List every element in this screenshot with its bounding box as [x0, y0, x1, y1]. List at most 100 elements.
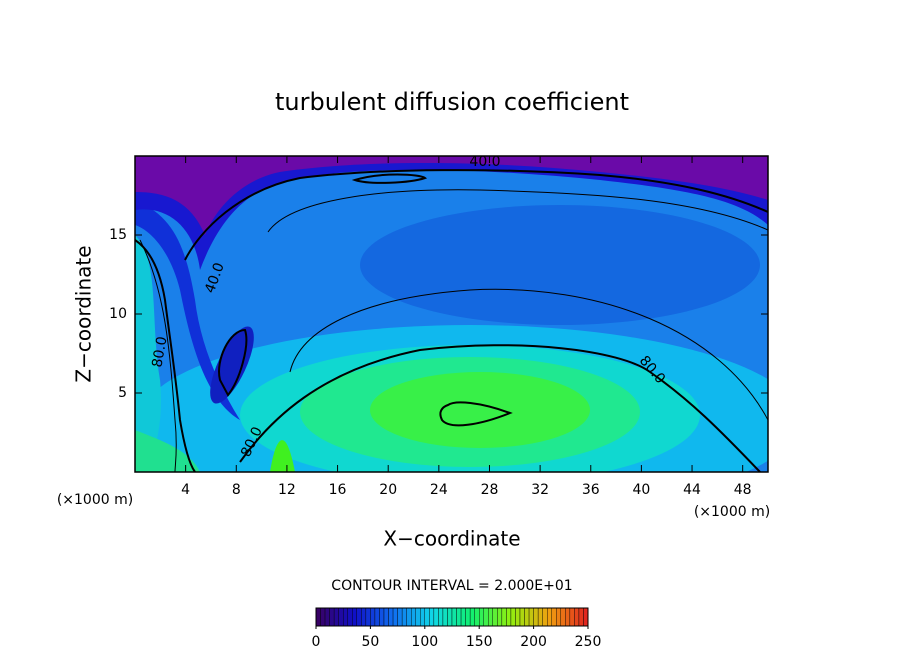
- contour-line: [218, 328, 248, 397]
- colorbar-swatch: [515, 607, 521, 627]
- x-tick-label: 12: [278, 482, 296, 498]
- colorbar-swatch: [401, 607, 407, 627]
- y-tick-label: 15: [109, 227, 127, 243]
- colorbar-swatch: [347, 607, 353, 627]
- colorbar-swatch: [447, 607, 453, 627]
- contour-line: [439, 401, 513, 427]
- contour-line: [351, 173, 428, 184]
- x-tick-label: 16: [329, 482, 347, 498]
- colorbar-swatch: [320, 607, 326, 627]
- contour-line: [267, 189, 768, 233]
- colorbar-tick-label: 200: [520, 634, 547, 650]
- colorbar-swatch: [361, 607, 367, 627]
- x-tick-label: 36: [582, 482, 600, 498]
- colorbar-swatch: [492, 607, 498, 627]
- colorbar-swatch: [352, 607, 357, 627]
- x-unit-label: (×1000 m): [694, 504, 770, 520]
- x-axis-label: X−coordinate: [383, 527, 520, 551]
- colorbar-swatch: [333, 607, 339, 627]
- colorbar-swatch: [429, 607, 435, 627]
- colorbar-swatch: [324, 607, 330, 627]
- chart-title: turbulent diffusion coefficient: [275, 88, 629, 116]
- colorbar-swatch: [528, 607, 534, 627]
- contour-label: 40.0: [469, 154, 500, 170]
- x-unit-label: (×1000 m): [57, 492, 133, 508]
- x-tick-label: 4: [181, 482, 190, 498]
- colorbar-swatch: [465, 607, 471, 627]
- colorbar-swatch: [356, 607, 362, 627]
- colorbar-swatch: [451, 607, 457, 627]
- colorbar-swatch: [542, 607, 548, 627]
- colorbar-swatch: [551, 607, 557, 627]
- colorbar-swatch: [343, 607, 348, 627]
- colorbar-tick-label: 250: [575, 634, 602, 650]
- colorbar-swatch: [424, 607, 430, 627]
- colorbar-swatch: [415, 607, 421, 627]
- colorbar-swatch: [370, 607, 376, 627]
- colorbar-swatch: [506, 607, 512, 627]
- colorbar-swatch: [547, 607, 552, 627]
- y-axis-label: Z−coordinate: [72, 245, 96, 382]
- colorbar-swatch: [533, 607, 539, 627]
- colorbar-swatch: [565, 607, 571, 627]
- colorbar-swatch: [560, 607, 566, 627]
- colorbar-swatch: [456, 607, 462, 627]
- colorbar-tick-label: 100: [411, 634, 438, 650]
- colorbar-swatch: [379, 607, 385, 627]
- colorbar-tick-label: 50: [361, 634, 379, 650]
- colorbar-swatch: [438, 607, 444, 627]
- colorbar-swatch: [569, 607, 575, 627]
- colorbar-swatch: [329, 607, 335, 627]
- colorbar-swatch: [524, 607, 530, 627]
- colorbar-swatch: [574, 607, 580, 627]
- field-region: [135, 156, 768, 235]
- field-region: [270, 440, 295, 472]
- field-region: [360, 205, 760, 325]
- colorbar-swatch: [374, 607, 380, 627]
- x-tick-label: 32: [531, 482, 549, 498]
- contour-line: [135, 239, 196, 472]
- colorbar-swatch: [433, 607, 439, 627]
- colorbar-swatch: [537, 607, 543, 627]
- colorbar-swatch: [365, 607, 371, 627]
- colorbar-swatch: [510, 607, 516, 627]
- colorbar-swatch: [488, 607, 493, 627]
- contour-label: 80.0: [149, 335, 170, 368]
- colorbar-swatch: [397, 607, 403, 627]
- x-tick-label: 20: [379, 482, 397, 498]
- x-tick-label: 8: [232, 482, 241, 498]
- contour-field: 40.0 40.0 80.0 80.0 80.0: [135, 154, 768, 472]
- contour-line: [139, 239, 177, 472]
- colorbar-swatch: [315, 607, 321, 627]
- colorbar-swatch: [420, 607, 425, 627]
- colorbar-swatch: [338, 607, 344, 627]
- y-tick-label: 5: [118, 385, 127, 401]
- colorbar-swatch: [519, 607, 525, 627]
- contour-interval: CONTOUR INTERVAL = 2.000E+01: [331, 578, 572, 594]
- colorbar-swatch: [460, 607, 466, 627]
- colorbar-swatch: [556, 607, 561, 627]
- colorbar-swatch: [479, 607, 484, 627]
- colorbar-swatch: [406, 607, 412, 627]
- colorbar-swatch: [469, 607, 475, 627]
- colorbar-swatch: [411, 607, 416, 627]
- colorbar-swatch: [483, 607, 489, 627]
- x-tick-label: 48: [734, 482, 752, 498]
- colorbar-swatch: [442, 607, 448, 627]
- field-region: [210, 326, 254, 404]
- colorbar-swatch: [497, 607, 503, 627]
- contour-line: [184, 169, 768, 261]
- colorbar-swatch: [383, 607, 389, 627]
- colorbar-swatch: [474, 607, 480, 627]
- colorbar-swatch: [388, 607, 394, 627]
- x-tick-label: 44: [683, 482, 701, 498]
- field-region: [135, 235, 162, 472]
- field-region: [370, 372, 590, 448]
- x-tick-label: 28: [481, 482, 499, 498]
- colorbar-tick-label: 150: [466, 634, 493, 650]
- colorbar-frame: [315, 607, 589, 627]
- x-tick-label: 40: [632, 482, 650, 498]
- colorbar-swatch: [583, 607, 589, 627]
